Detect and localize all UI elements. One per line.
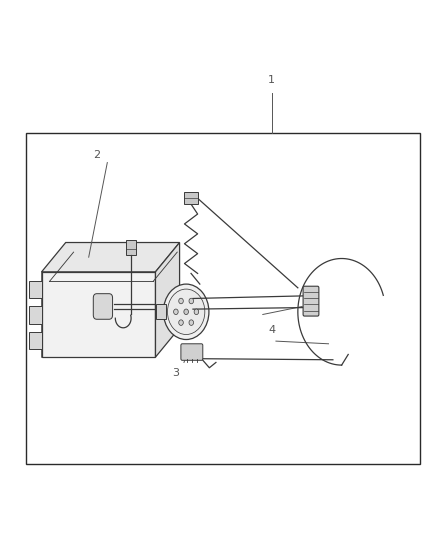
Text: 2: 2 [93,150,100,159]
FancyBboxPatch shape [181,344,203,360]
Bar [29,281,42,298]
Bar [126,239,136,255]
Bar [156,304,166,319]
Bar [26,133,420,464]
Circle shape [194,309,199,314]
Circle shape [167,289,205,335]
FancyBboxPatch shape [303,286,319,316]
Circle shape [184,309,188,314]
Bar [29,306,42,324]
Bar [29,332,42,349]
FancyBboxPatch shape [93,294,113,319]
Polygon shape [155,243,180,357]
Polygon shape [42,243,180,272]
Text: 4: 4 [268,326,275,335]
Circle shape [173,309,178,314]
Bar [42,272,155,357]
Circle shape [179,298,183,304]
Text: 1: 1 [268,75,275,85]
Text: 3: 3 [172,368,179,378]
Bar [184,192,198,204]
Circle shape [179,320,183,325]
Circle shape [163,284,209,340]
Circle shape [189,320,194,325]
Circle shape [189,298,194,304]
